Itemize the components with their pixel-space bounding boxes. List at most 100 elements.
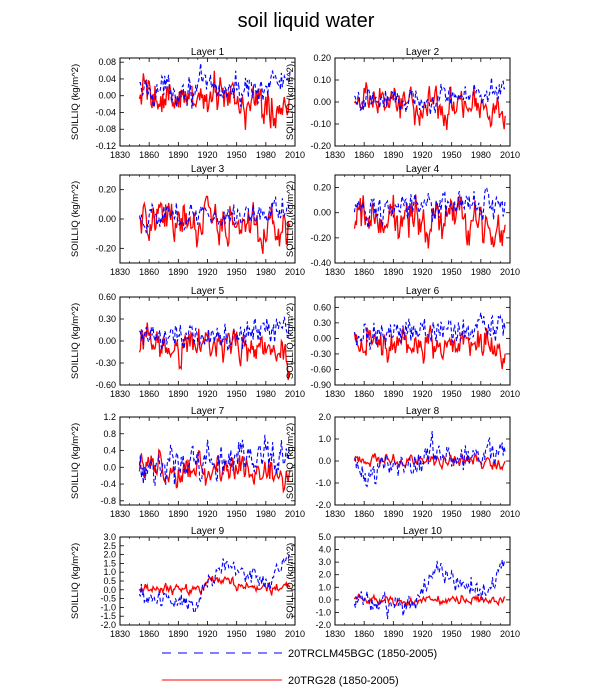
legend: 20TRCLM45BGC (1850-2005) 20TRG28 (1850-20… xyxy=(162,648,437,687)
y-tick-label: 0.30 xyxy=(313,318,331,328)
x-tick-label: 1950 xyxy=(442,389,462,399)
x-tick-label: 2010 xyxy=(285,629,305,639)
x-tick-label: 1950 xyxy=(442,267,462,277)
y-tick-label: 0.00 xyxy=(98,214,116,224)
x-tick-label: 1950 xyxy=(227,389,247,399)
x-tick-label: 1830 xyxy=(110,509,130,519)
x-tick-label: 1920 xyxy=(197,267,217,277)
x-tick-label: 2010 xyxy=(285,389,305,399)
x-tick-label: 1920 xyxy=(412,150,432,160)
x-tick-label: 1890 xyxy=(168,509,188,519)
series-line-20TRG28 xyxy=(353,194,506,249)
y-axis-label: SOILLIQ (kg/m^2) xyxy=(70,423,81,499)
x-tick-label: 1830 xyxy=(325,389,345,399)
series-line-20TRG28 xyxy=(138,575,291,598)
plot-frame xyxy=(334,536,511,626)
y-tick-label: -0.04 xyxy=(95,107,116,117)
y-tick-label: 0.4 xyxy=(103,446,116,456)
panel-3: Layer 3 SOILLIQ (kg/m^2) 1830 1860 1890 1920 1… xyxy=(70,164,305,277)
series-line-20TRG28 xyxy=(138,195,291,254)
x-tick-label: 1980 xyxy=(256,389,276,399)
x-tick-label: 1860 xyxy=(354,267,374,277)
y-tick-label: 0.00 xyxy=(313,333,331,343)
x-tick-label: 1920 xyxy=(412,629,432,639)
series-line-20TRCLM45BGC xyxy=(353,187,506,228)
x-tick-label: 1950 xyxy=(227,509,247,519)
y-axis-label: SOILLIQ (kg/m^2) xyxy=(285,423,296,499)
x-tick-label: 1830 xyxy=(110,150,130,160)
panel-4: Layer 4 SOILLIQ (kg/m^2) 1830 1860 1890 1920 1… xyxy=(285,164,520,277)
x-tick-label: 1980 xyxy=(256,150,276,160)
y-tick-label: -0.60 xyxy=(310,364,331,374)
x-tick-label: 2010 xyxy=(285,150,305,160)
y-tick-label: 0.10 xyxy=(313,75,331,85)
series-line-20TRG28 xyxy=(138,322,291,381)
x-tick-label: 1860 xyxy=(139,389,159,399)
x-tick-label: 1980 xyxy=(471,150,491,160)
x-tick-label: 2010 xyxy=(500,389,520,399)
y-tick-label: -0.5 xyxy=(100,594,116,604)
panel-title: Layer 1 xyxy=(191,47,225,58)
x-tick-label: 1980 xyxy=(256,509,276,519)
x-tick-label: 1890 xyxy=(383,629,403,639)
x-tick-label: 1860 xyxy=(139,509,159,519)
y-tick-label: -0.40 xyxy=(310,258,331,268)
y-tick-label: -0.10 xyxy=(310,119,331,129)
x-tick-label: 1920 xyxy=(412,509,432,519)
y-tick-label: 0.20 xyxy=(313,53,331,63)
x-tick-label: 1890 xyxy=(383,267,403,277)
x-tick-label: 1980 xyxy=(256,267,276,277)
plot-area xyxy=(353,77,506,130)
x-tick-label: 1890 xyxy=(383,150,403,160)
y-tick-label: 2.0 xyxy=(318,570,331,580)
y-axis-label: SOILLIQ (kg/m^2) xyxy=(70,543,81,619)
y-tick-label: 2.0 xyxy=(318,412,331,422)
x-tick-label: 2010 xyxy=(500,150,520,160)
series-line-20TRCLM45BGC xyxy=(353,312,506,350)
y-tick-label: 0.30 xyxy=(98,314,116,324)
y-axis-label: SOILLIQ (kg/m^2) xyxy=(70,64,81,140)
series-line-20TRCLM45BGC xyxy=(353,559,506,620)
panel-8: Layer 8 SOILLIQ (kg/m^2) 1830 1860 1890 1920 1… xyxy=(285,406,520,519)
panel-title: Layer 2 xyxy=(406,47,440,58)
x-tick-label: 1920 xyxy=(412,389,432,399)
panel-10: Layer 10 SOILLIQ (kg/m^2) 1830 1860 1890 1920… xyxy=(285,526,520,639)
x-tick-label: 2010 xyxy=(500,629,520,639)
y-tick-label: -0.12 xyxy=(95,141,116,151)
y-tick-label: 0.5 xyxy=(103,576,116,586)
panel-5: Layer 5 SOILLIQ (kg/m^2) 1830 1860 1890 1920 1… xyxy=(70,286,305,399)
panel-title: Layer 6 xyxy=(406,286,440,297)
y-tick-label: 1.2 xyxy=(103,412,116,422)
y-tick-label: 0.00 xyxy=(98,336,116,346)
y-tick-label: -0.08 xyxy=(95,124,116,134)
y-tick-label: -1.5 xyxy=(100,611,116,621)
panel-9: Layer 9 SOILLIQ (kg/m^2) 1830 1860 1890 1920 1… xyxy=(70,526,305,639)
x-tick-label: 1830 xyxy=(110,389,130,399)
y-tick-label: 3.0 xyxy=(103,532,116,542)
series-line-20TRG28 xyxy=(353,452,506,471)
y-tick-label: -0.8 xyxy=(100,496,116,506)
y-tick-label: 2.5 xyxy=(103,541,116,551)
y-tick-label: 3.0 xyxy=(318,557,331,567)
x-tick-label: 1860 xyxy=(354,150,374,160)
x-tick-label: 1890 xyxy=(168,150,188,160)
y-tick-label: 0.0 xyxy=(318,595,331,605)
y-tick-label: -2.0 xyxy=(315,620,331,630)
plot-area xyxy=(353,430,506,488)
plot-area xyxy=(353,187,506,249)
plot-area xyxy=(138,434,291,494)
x-tick-label: 1860 xyxy=(139,267,159,277)
x-tick-label: 1980 xyxy=(471,267,491,277)
y-tick-label: 1.0 xyxy=(318,434,331,444)
plot-area xyxy=(138,552,291,614)
x-tick-label: 1920 xyxy=(412,267,432,277)
x-tick-label: 1950 xyxy=(227,629,247,639)
panel-7: Layer 7 SOILLIQ (kg/m^2) 1830 1860 1890 1920 1… xyxy=(70,406,305,519)
x-tick-label: 1890 xyxy=(168,389,188,399)
series-line-20TRG28 xyxy=(353,82,506,130)
series-line-20TRCLM45BGC xyxy=(138,316,291,352)
y-tick-label: 0.60 xyxy=(313,302,331,312)
y-tick-label: -2.0 xyxy=(100,620,116,630)
legend-label-0: 20TRCLM45BGC (1850-2005) xyxy=(288,648,437,660)
